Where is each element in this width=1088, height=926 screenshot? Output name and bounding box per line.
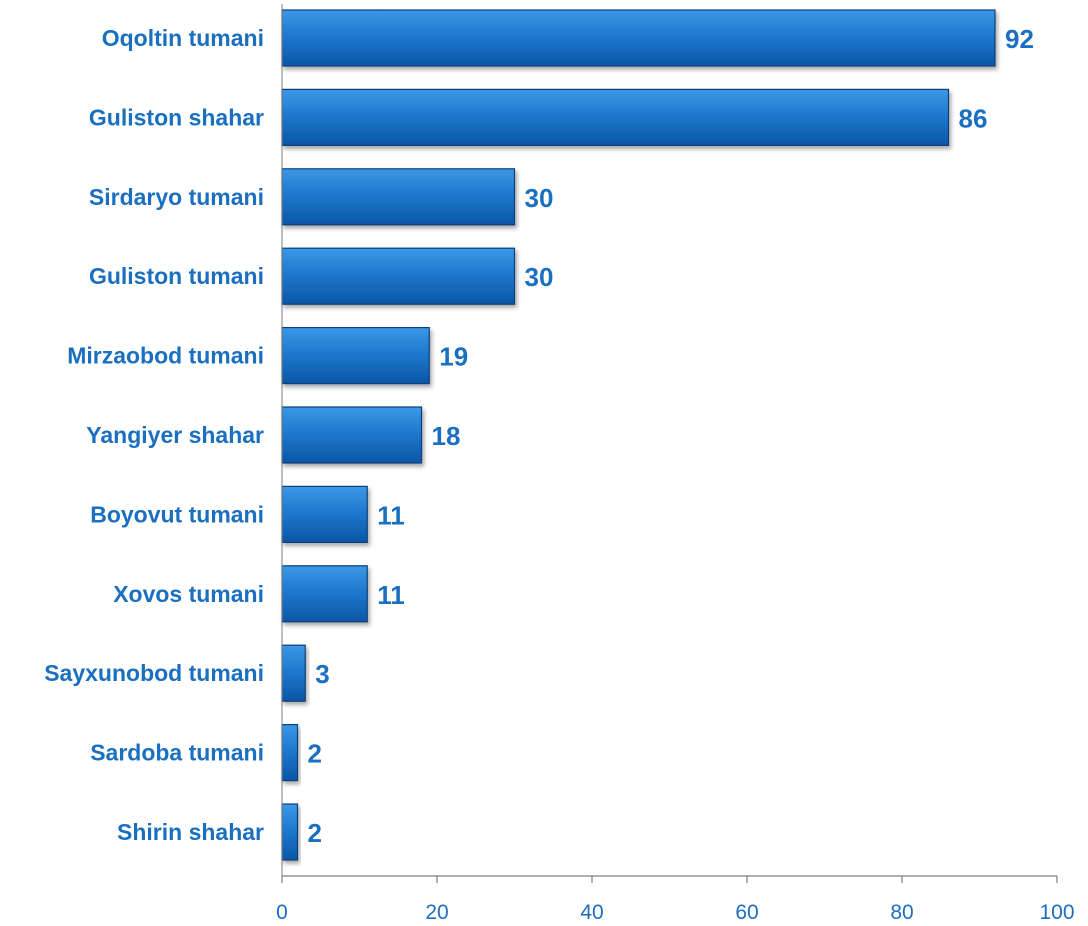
data-label: 19: [439, 342, 468, 372]
bar-yangiyer-shahar: [281, 406, 423, 464]
bar-guliston-shahar: [281, 88, 950, 147]
data-label: 92: [1005, 24, 1034, 54]
x-tick-label: 20: [425, 901, 448, 924]
x-tick-label: 60: [735, 901, 758, 924]
data-label: 11: [377, 500, 405, 530]
data-label: 2: [308, 739, 322, 769]
category-label: Guliston tumani: [89, 263, 264, 289]
x-tick-label: 80: [890, 901, 913, 924]
category-label: Sayxunobod tumani: [44, 660, 264, 686]
category-label: Boyovut tumani: [90, 501, 264, 527]
category-label: Guliston shahar: [89, 104, 264, 130]
category-label: Oqoltin tumani: [102, 25, 264, 51]
bar-shirin-shahar: [281, 803, 299, 861]
bar-sirdaryo-tumani: [281, 168, 516, 226]
data-label: 18: [432, 421, 461, 451]
category-label: Mirzaobod tumani: [67, 343, 264, 369]
x-tick-label: 0: [276, 901, 288, 924]
bar-oqoltin-tumani: [281, 9, 996, 67]
category-label: Shirin shahar: [117, 819, 264, 845]
bar-guliston-tumani: [281, 247, 516, 305]
data-label: 2: [308, 818, 322, 848]
category-label: Yangiyer shahar: [86, 422, 264, 448]
data-label: 86: [959, 103, 988, 133]
bar-sayxunobod-tumani: [281, 644, 306, 702]
data-label: 30: [525, 183, 554, 213]
bars-group: [281, 9, 996, 861]
category-label: Sardoba tumani: [90, 740, 264, 766]
data-label: 3: [315, 659, 329, 689]
data-label: 11: [377, 580, 405, 610]
category-label: Xovos tumani: [113, 581, 264, 607]
bar-boyovut-tumani: [281, 485, 368, 543]
category-label: Sirdaryo tumani: [89, 184, 264, 210]
x-tick-label: 100: [1039, 901, 1074, 924]
bar-xovos-tumani: [281, 565, 368, 623]
x-tick-label: 40: [580, 901, 603, 924]
x-axis: 0 20 40 60 80 100: [276, 4, 1075, 924]
labels-group: Oqoltin tumani 92 Guliston shahar 86 Sirdary…: [44, 24, 1034, 848]
bar-mirzaobod-tumani: [281, 327, 430, 385]
bar-sardoba-tumani: [281, 723, 299, 782]
data-label: 30: [525, 262, 554, 292]
